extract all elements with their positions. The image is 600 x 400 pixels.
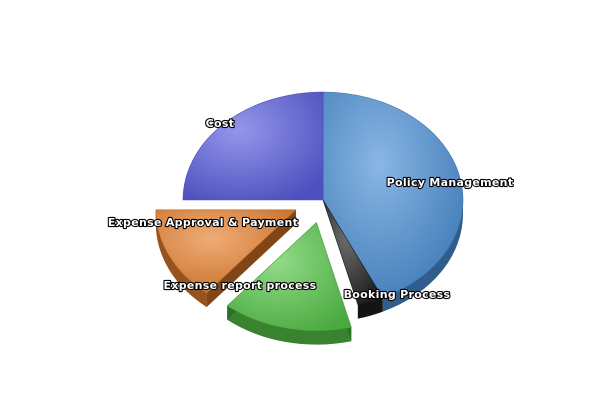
slice-booking-process[interactable] [322, 199, 384, 305]
slice-side-booking-process [357, 297, 383, 319]
slice-label-cost: Cost [206, 117, 235, 130]
slice-cost[interactable] [182, 91, 324, 201]
slice-side-expense-approval-payment [155, 209, 207, 308]
slice-side-expense-report-process [227, 305, 352, 345]
slice-tops [155, 91, 464, 331]
slice-label-expense-report-process: Expense report process [164, 279, 317, 292]
slice-label-policy-management: Policy Management [387, 176, 514, 189]
slice-expense-approval-payment[interactable] [155, 209, 297, 294]
slice-labels: Policy Management Booking Process Expense … [107, 116, 514, 302]
slice-label-booking-process: Booking Process [344, 288, 451, 301]
slice-cut-wall-expense-approval-payment-0 [206, 209, 296, 308]
slice-expense-report-process[interactable] [226, 222, 352, 331]
slice-policy-management[interactable] [322, 91, 464, 299]
slice-label-expense-approval-payment: Expense Approval & Payment [108, 216, 298, 229]
slice-side-policy-management [382, 200, 463, 312]
